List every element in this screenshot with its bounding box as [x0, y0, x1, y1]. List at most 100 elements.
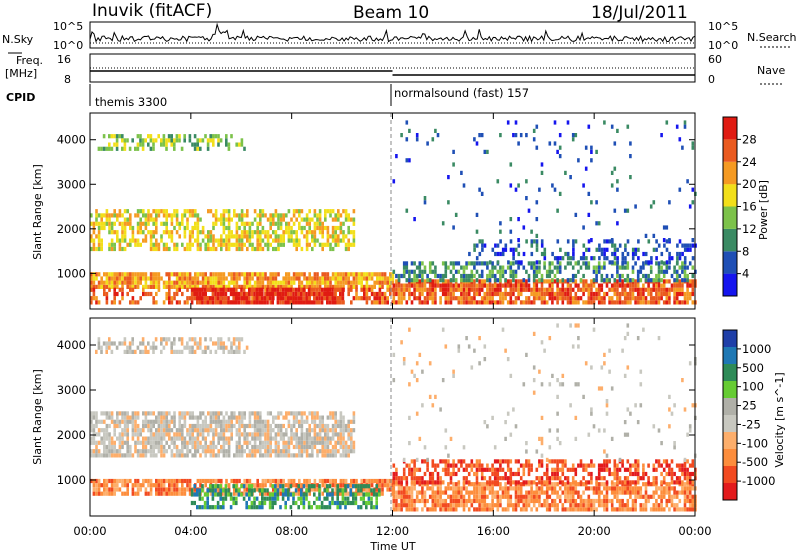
power-cell-31	[111, 272, 114, 276]
velocity-cell-1854	[515, 507, 518, 511]
velocity-cell-79	[158, 492, 161, 496]
velocity-cell-1770	[473, 486, 476, 490]
power-cell-1758	[494, 284, 497, 288]
velocity-cell-980	[199, 445, 202, 449]
power-cell-595	[358, 296, 361, 300]
power-cell-1648	[439, 296, 442, 300]
power-cell-842	[336, 288, 339, 292]
velocity-cell-2010	[590, 507, 593, 511]
velocity-cell-1192	[264, 428, 267, 432]
power-cell-2379	[642, 261, 645, 265]
velocity-cell-302	[340, 479, 343, 483]
power-cell-660	[209, 296, 212, 300]
power-cell-2656	[517, 183, 520, 187]
velocity-cell-921	[181, 449, 184, 453]
power-cell-1975	[616, 292, 619, 296]
power-cell-2681	[556, 150, 559, 154]
velocity-cell-793	[142, 445, 145, 449]
power-cell-1165	[230, 234, 233, 238]
velocity-cell-395	[206, 492, 209, 496]
velocity-cell-1937	[554, 499, 557, 503]
power-cell-1783	[510, 300, 513, 304]
power-cell-1291	[282, 243, 285, 247]
power-cell-1387	[324, 213, 327, 217]
velocity-cell-1427	[340, 445, 343, 449]
power-cell-809	[316, 300, 319, 304]
velocity-cell-1276	[293, 437, 296, 441]
velocity-cell-1936	[554, 503, 557, 507]
power-cell-2458	[507, 260, 510, 264]
power-cell-1850	[546, 300, 549, 304]
power-cell-1819	[528, 288, 531, 292]
power-cell-2377	[642, 274, 645, 278]
power-cell-1226	[256, 239, 259, 243]
velocity-cell-2013	[590, 486, 593, 490]
velocity-cell-1852	[512, 503, 515, 507]
velocity-cell-1323	[306, 428, 309, 432]
power-cell-1269	[275, 247, 278, 251]
power-cell-450	[155, 300, 158, 304]
velocity-cell-1657	[419, 491, 422, 495]
power-cell-1557	[238, 143, 241, 147]
velocity-cell-1481	[105, 350, 108, 354]
power-cell-1379	[321, 243, 324, 247]
power-cell-451	[155, 292, 158, 296]
velocity-cell-1659	[421, 507, 424, 511]
power-cell-1577	[400, 300, 403, 304]
velocity-cell-24	[108, 487, 111, 491]
power-cell-1732	[481, 284, 484, 288]
velocity-cell-1907	[538, 495, 541, 499]
power-cell-1867	[554, 279, 557, 283]
power-cell-193	[230, 272, 233, 276]
power-cell-2368	[632, 270, 635, 274]
velocity-cell-777	[137, 453, 140, 457]
velocity-cell-228	[277, 479, 280, 483]
power-cell-384	[376, 281, 379, 285]
velocity-cell-1603	[395, 507, 398, 511]
power-cell-1489	[142, 138, 145, 142]
power-cell-1804	[520, 292, 523, 296]
velocity-cell-2144	[658, 486, 661, 490]
power-cell-326	[332, 272, 335, 276]
power-cell-615	[376, 292, 379, 296]
power-cell-1046	[176, 218, 179, 222]
power-cell-146	[197, 281, 200, 285]
velocity-cell-1701	[439, 486, 442, 490]
power-cell-717	[251, 300, 254, 304]
power-cell-86	[152, 285, 155, 289]
velocity-cell-246	[293, 483, 296, 487]
velocity-cell-1953	[564, 507, 567, 511]
velocity-cell-1955	[564, 495, 567, 499]
power-cell-1768	[499, 284, 502, 288]
power-cell-727	[256, 288, 259, 292]
velocity-cell-1749	[463, 499, 466, 503]
velocity-cell-1724	[452, 499, 455, 503]
velocity-cell-987	[202, 449, 205, 453]
power-cell-2654	[517, 238, 520, 242]
power-cell-1131	[217, 218, 220, 222]
power-cell-2064	[660, 284, 663, 288]
velocity-cell-744	[126, 453, 129, 457]
velocity-cell-924	[181, 437, 184, 441]
power-cell-2425	[684, 266, 687, 270]
power-cell-1273	[275, 222, 278, 226]
velocity-cell-1500	[129, 341, 132, 345]
power-cell-1831	[536, 292, 539, 296]
power-cell-1851	[546, 292, 549, 296]
power-cell-1590	[408, 292, 411, 296]
velocity-cell-1057	[223, 441, 226, 445]
velocity-cell-818	[150, 445, 153, 449]
velocity-cell-1945	[556, 482, 559, 486]
velocity-cell-1358	[316, 416, 319, 420]
power-cell-2080	[671, 288, 674, 292]
power-cell-2479	[536, 239, 539, 243]
velocity-cell-688	[108, 445, 111, 449]
velocity-cell-1194	[264, 420, 267, 424]
power-cell-2049	[655, 300, 658, 304]
velocity-cell-906	[176, 449, 179, 453]
power-cell-184	[223, 276, 226, 280]
power-cell-1216	[251, 243, 254, 247]
power-cell-1453	[353, 209, 356, 213]
velocity-cell-1004	[207, 449, 210, 453]
velocity-cell-1006	[207, 432, 210, 436]
